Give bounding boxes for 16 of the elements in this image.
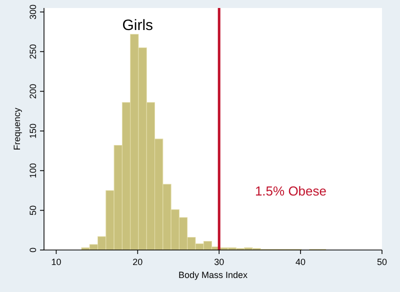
x-tick-label: 30 [214,257,224,267]
x-tick-label: 50 [376,257,388,267]
y-tick-label: 300 [28,4,38,20]
text: Girls [122,17,154,34]
annotation: 1.5% Obese [254,183,327,198]
y-tick-label: 200 [28,84,38,99]
x-tick-label: 20 [132,257,143,267]
y-tick-label: 250 [28,44,38,60]
y-tick-label: 100 [28,163,38,178]
y-tick-label: 50 [28,205,38,216]
y-tick-label: 150 [28,123,38,138]
x-tick-label: 10 [51,257,62,267]
y-axis-title: Frequency [12,107,22,150]
x-axis-title: Body Mass Index [178,270,248,280]
x-tick-label: 40 [296,257,306,267]
y-tick-label: 0 [28,247,38,253]
